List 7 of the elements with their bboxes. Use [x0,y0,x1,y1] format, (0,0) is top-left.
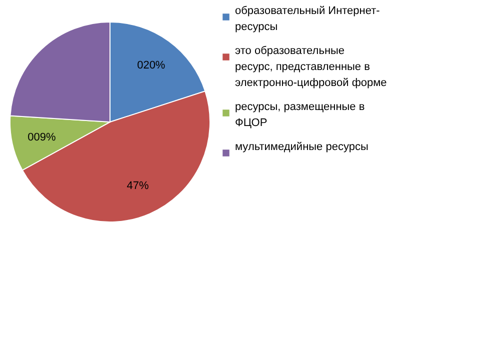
data-label: 47% [126,180,150,192]
data-label: 009% [28,131,56,144]
data-label: 020% [137,59,166,72]
legend-label: ресурсы, размещенные в ФЦОР [235,101,365,129]
legend-label: мультимедийные ресурсы [235,141,368,153]
legend-label: образовательный Интернет-ресурсы [235,5,380,33]
legend-label: это образовательные ресурс, представленные в электронно-цифровой форме [235,45,387,89]
